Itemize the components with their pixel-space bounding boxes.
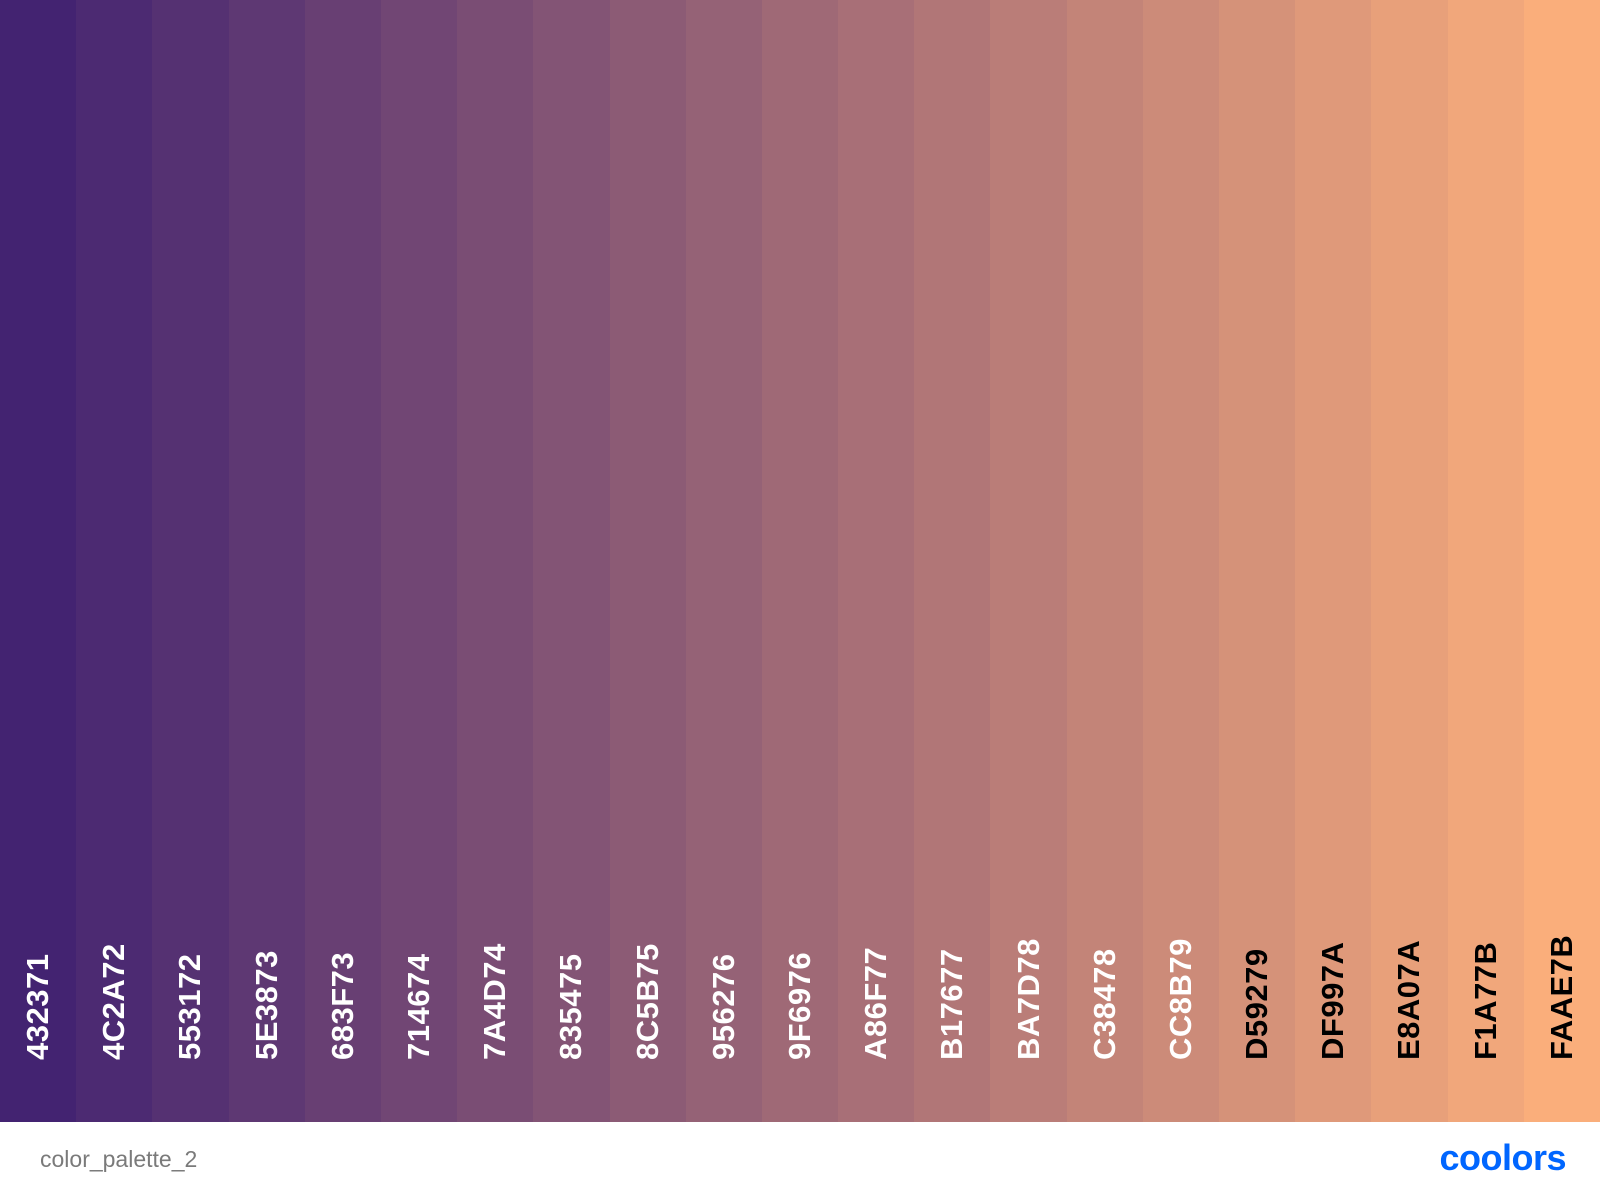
color-swatch[interactable]: 7A4D74: [457, 0, 534, 1122]
color-swatch[interactable]: 714674: [380, 0, 458, 1122]
swatch-hex-code[interactable]: E8A07A: [1391, 939, 1427, 1060]
color-swatch[interactable]: DF997A: [1295, 0, 1372, 1122]
swatch-hex-code[interactable]: FAAE7B: [1543, 934, 1579, 1060]
swatch-hex-code[interactable]: 835475: [553, 953, 589, 1060]
color-swatch[interactable]: BA7D78: [990, 0, 1067, 1122]
color-swatch[interactable]: 5E3873: [228, 0, 305, 1122]
swatch-hex-code[interactable]: F1A77B: [1467, 941, 1503, 1060]
color-swatch[interactable]: D59279: [1219, 0, 1296, 1122]
coolors-logo[interactable]: coolors: [1439, 1137, 1566, 1178]
swatch-hex-code[interactable]: DF997A: [1315, 941, 1351, 1060]
color-swatch[interactable]: FAAE7B: [1523, 0, 1600, 1122]
swatch-hex-code[interactable]: 8C5B75: [629, 943, 665, 1060]
swatch-hex-code[interactable]: C38478: [1086, 948, 1122, 1060]
swatch-hex-code[interactable]: 683F73: [324, 951, 360, 1060]
color-swatch[interactable]: E8A07A: [1371, 0, 1448, 1122]
swatch-hex-code[interactable]: 956276: [705, 953, 741, 1060]
color-swatch[interactable]: 956276: [685, 0, 762, 1122]
color-swatch[interactable]: 835475: [533, 0, 610, 1122]
swatch-hex-code[interactable]: 432371: [20, 953, 56, 1060]
swatch-hex-code[interactable]: 553172: [172, 953, 208, 1060]
color-swatch[interactable]: 553172: [152, 0, 229, 1122]
swatch-hex-code[interactable]: CC8B79: [1162, 938, 1198, 1060]
swatch-hex-code[interactable]: 5E3873: [248, 950, 284, 1060]
swatch-hex-code[interactable]: 714674: [401, 953, 437, 1060]
color-swatch[interactable]: F1A77B: [1447, 0, 1524, 1122]
swatch-hex-code[interactable]: A86F77: [858, 946, 894, 1060]
color-swatch[interactable]: 4C2A72: [76, 0, 153, 1122]
palette-name: color_palette_2: [40, 1146, 198, 1172]
swatch-hex-code[interactable]: B17677: [934, 948, 970, 1060]
color-swatch[interactable]: B17677: [914, 0, 991, 1122]
color-swatch[interactable]: 9F6976: [761, 0, 839, 1122]
color-swatch[interactable]: 432371: [0, 0, 77, 1122]
color-swatch[interactable]: 683F73: [304, 0, 381, 1122]
color-swatch[interactable]: 8C5B75: [609, 0, 686, 1122]
swatch-hex-code[interactable]: D59279: [1239, 948, 1275, 1060]
swatch-hex-code[interactable]: BA7D78: [1010, 938, 1046, 1060]
color-palette: 432371 4C2A72 553172 5E3873 683F73 714674 7A4D…: [0, 0, 1600, 1122]
swatch-hex-code[interactable]: 4C2A72: [96, 943, 132, 1060]
swatch-hex-code[interactable]: 7A4D74: [477, 943, 513, 1060]
swatch-hex-code[interactable]: 9F6976: [781, 951, 817, 1060]
color-swatch[interactable]: C38478: [1066, 0, 1143, 1122]
color-swatch[interactable]: A86F77: [838, 0, 915, 1122]
footer: color_palette_2 coolors: [0, 1122, 1600, 1200]
color-swatch[interactable]: CC8B79: [1142, 0, 1219, 1122]
